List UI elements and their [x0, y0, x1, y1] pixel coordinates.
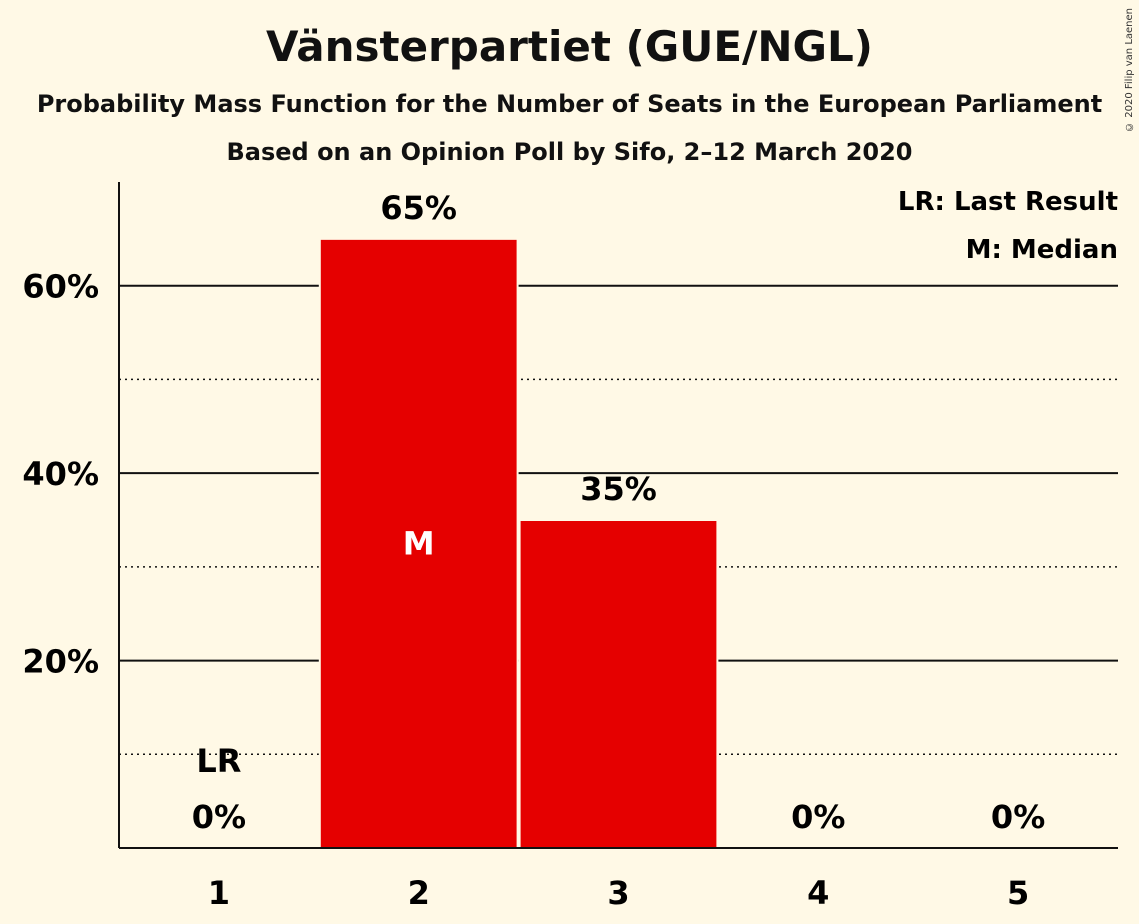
- value-label: 35%: [580, 470, 657, 508]
- bar-seat-3: [518, 519, 719, 849]
- x-tick-label: 4: [807, 874, 829, 912]
- legend-last-result: LR: Last Result: [898, 187, 1118, 217]
- y-tick-label: 60%: [22, 268, 99, 306]
- y-tick-label: 40%: [22, 455, 99, 493]
- x-tick-label: 5: [1007, 874, 1029, 912]
- median-marker: M: [403, 524, 435, 562]
- chart-title: Vänsterpartiet (GUE/NGL): [266, 22, 873, 71]
- chart-subtitle: Probability Mass Function for the Number…: [36, 90, 1103, 118]
- chart-source: Based on an Opinion Poll by Sifo, 2–12 M…: [226, 138, 913, 166]
- value-label: 0%: [192, 798, 246, 836]
- value-label: 0%: [791, 798, 845, 836]
- legend-median: M: Median: [966, 235, 1118, 265]
- x-tick-label: 3: [607, 874, 629, 912]
- last-result-marker: LR: [196, 742, 241, 780]
- bar-seat-2: [318, 237, 519, 850]
- x-tick-label: 2: [408, 874, 430, 912]
- x-tick-label: 1: [208, 874, 230, 912]
- value-label: 0%: [991, 798, 1045, 836]
- value-label: 65%: [380, 189, 457, 227]
- y-tick-label: 20%: [22, 643, 99, 681]
